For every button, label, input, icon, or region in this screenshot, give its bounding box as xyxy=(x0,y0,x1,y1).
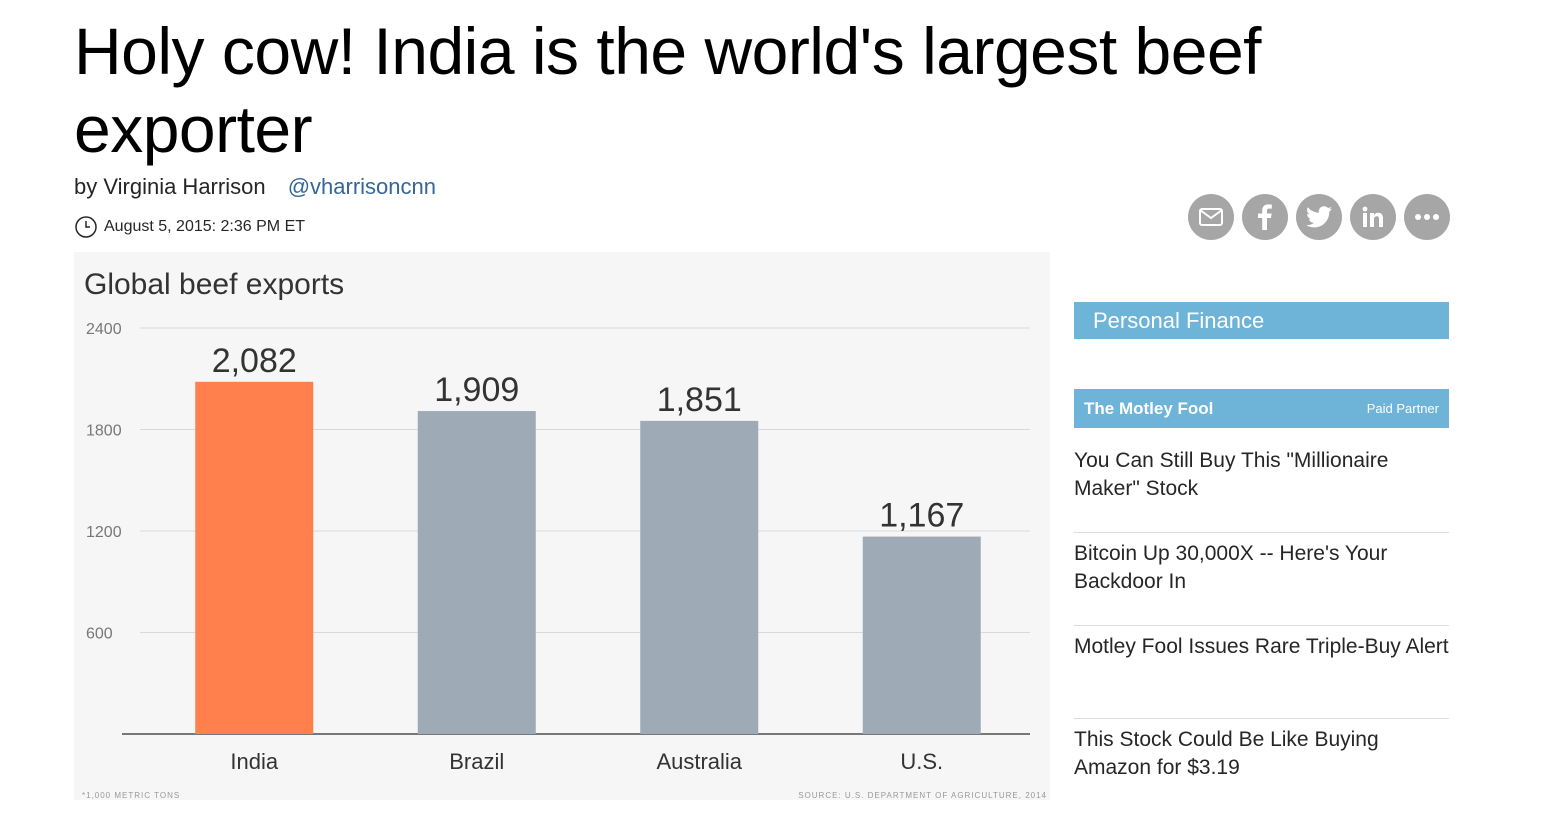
bar-us xyxy=(862,536,981,734)
data-label: 1,851 xyxy=(657,381,742,419)
sponsored-links: You Can Still Buy This "Millionaire Make… xyxy=(1074,440,1449,812)
bar-india xyxy=(195,381,314,734)
timestamp: August 5, 2015: 2:36 PM ET xyxy=(74,215,305,239)
sponsored-link[interactable]: Motley Fool Issues Rare Triple-Buy Alert xyxy=(1074,626,1449,719)
author-name: by Virginia Harrison xyxy=(74,174,266,199)
sponsored-link[interactable]: Bitcoin Up 30,000X -- Here's Your Backdo… xyxy=(1074,533,1449,626)
bar-australia xyxy=(640,420,759,734)
byline: by Virginia Harrison @vharrisoncnn xyxy=(74,174,436,200)
beef-exports-chart: Global beef exports 2400 1800 1200 600 2,082 I… xyxy=(74,252,1050,800)
share-bar xyxy=(1188,194,1450,240)
more-icon[interactable] xyxy=(1404,194,1450,240)
sponsored-link[interactable]: You Can Still Buy This "Millionaire Make… xyxy=(1074,440,1449,533)
partner-name: The Motley Fool xyxy=(1084,398,1214,418)
timestamp-text: August 5, 2015: 2:36 PM ET xyxy=(104,218,306,235)
facebook-icon[interactable] xyxy=(1242,194,1288,240)
x-tick-label: Australia xyxy=(656,749,742,774)
data-label: 1,909 xyxy=(434,371,519,409)
partner-bar[interactable]: The Motley Fool Paid Partner xyxy=(1074,389,1449,428)
y-tick-label: 2400 xyxy=(86,321,122,338)
data-label: 2,082 xyxy=(212,342,297,380)
linkedin-icon[interactable] xyxy=(1350,194,1396,240)
source-note: SOURCE: U.S. DEPARTMENT OF AGRICULTURE, … xyxy=(798,791,1047,800)
clock-icon xyxy=(75,216,97,238)
unit-note: *1,000 METRIC TONS xyxy=(82,791,180,800)
paid-partner-label: Paid Partner xyxy=(1366,401,1439,416)
sidebar-section-title[interactable]: Personal Finance xyxy=(1074,302,1449,339)
chart-title: Global beef exports xyxy=(84,268,344,301)
x-tick-label: Brazil xyxy=(449,749,504,774)
author-twitter-link[interactable]: @vharrisoncnn xyxy=(287,174,436,199)
twitter-icon[interactable] xyxy=(1296,194,1342,240)
x-tick-label: U.S. xyxy=(900,749,943,774)
email-icon[interactable] xyxy=(1188,194,1234,240)
x-tick-label: India xyxy=(230,749,278,774)
data-label: 1,167 xyxy=(879,497,964,535)
headline: Holy cow! India is the world's largest b… xyxy=(74,14,1262,166)
sponsored-link[interactable]: This Stock Could Be Like Buying Amazon f… xyxy=(1074,728,1379,779)
y-tick-label: 1800 xyxy=(86,423,122,440)
y-tick-label: 1200 xyxy=(86,524,122,541)
bar-brazil xyxy=(417,411,536,734)
chart-canvas: Global beef exports 2400 1800 1200 600 2,082 I… xyxy=(82,268,1047,800)
y-tick-label: 600 xyxy=(86,626,113,643)
